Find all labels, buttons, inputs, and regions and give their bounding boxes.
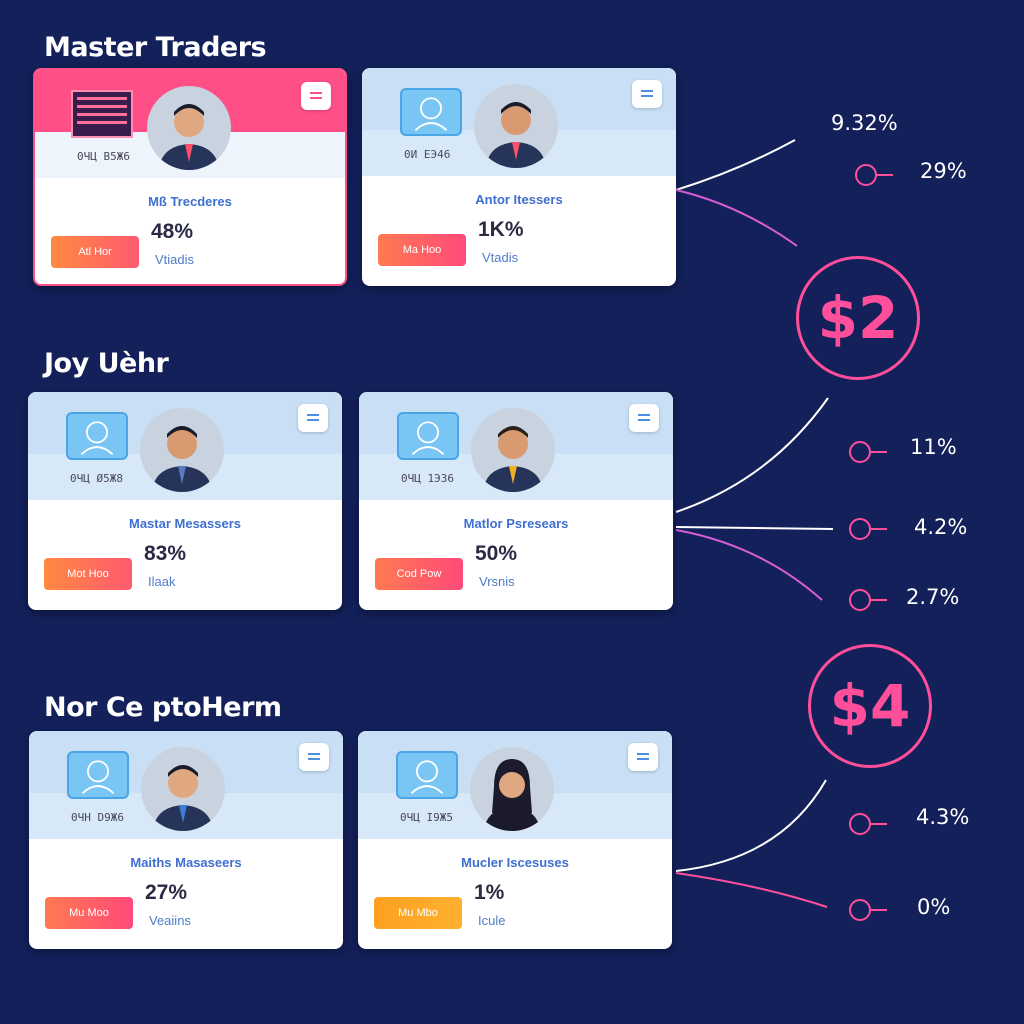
section-title-master-traders: Master Traders xyxy=(44,32,267,63)
profile-icon xyxy=(396,751,458,799)
follow-button[interactable]: Atl Hor xyxy=(51,236,139,268)
node-icon xyxy=(849,813,887,835)
card-code: 0ЧЦ B5Ж6 xyxy=(77,150,130,163)
card-code: 0ЧH D9Ж6 xyxy=(71,811,124,824)
card-subtitle: Veaiins xyxy=(149,913,191,928)
section-title-2: Joy Uèhr xyxy=(44,348,169,379)
node-icon xyxy=(849,589,887,611)
profile-icon xyxy=(67,751,129,799)
menu-icon[interactable] xyxy=(299,743,329,771)
menu-icon[interactable] xyxy=(301,82,331,110)
trader-card[interactable]: 0И ЕЭ46 Antor Itessers Ma Hoo 1K% Vtadis xyxy=(362,68,676,286)
menu-icon[interactable] xyxy=(298,404,328,432)
trader-name[interactable]: Maiths Masaseers xyxy=(130,855,242,870)
trader-card[interactable]: 0ЧH D9Ж6 Maiths Masaseers Mu Moo 27% Vea… xyxy=(29,731,343,949)
money-badge: $4 xyxy=(808,644,932,768)
node-icon xyxy=(849,518,887,540)
trader-card[interactable]: 0ЧЦ 1ЭЗ6 Matlor Psresears Cod Pow 50% Vr… xyxy=(359,392,673,610)
card-subtitle: Ilaak xyxy=(148,574,176,589)
avatar xyxy=(474,84,558,168)
follow-button[interactable]: Mu Mbo xyxy=(374,897,462,929)
follow-button[interactable]: Ma Hoo xyxy=(378,234,466,266)
stat-value: 29% xyxy=(920,159,967,183)
trader-name[interactable]: Matlor Psresears xyxy=(463,516,569,531)
card-code: 0ЧЦ Ø5Ж8 xyxy=(70,472,123,485)
card-code: 0И ЕЭ46 xyxy=(404,148,451,161)
profile-icon xyxy=(397,412,459,460)
stat-value: 9.32% xyxy=(831,111,898,135)
card-subtitle: Vtadis xyxy=(482,250,519,265)
trader-name[interactable]: Antor Itessers xyxy=(475,192,563,207)
avatar xyxy=(147,86,231,170)
card-subtitle: Vrsnis xyxy=(479,574,515,589)
menu-icon[interactable] xyxy=(629,404,659,432)
trader-name[interactable]: Mß Trecderes xyxy=(148,194,232,209)
return-percent: 48% xyxy=(151,220,194,243)
trader-card[interactable]: 0ЧЦ B5Ж6 Mß Trecderes Atl Hor 48% Vtiadi… xyxy=(33,68,347,286)
trader-card[interactable]: 0ЧЦ Ø5Ж8 Mastar Mesassers Mot Hoo 83% Il… xyxy=(28,392,342,610)
stat-value: 2.7% xyxy=(906,585,960,609)
section-title-3: Nor Ce ptoHerm xyxy=(44,692,282,723)
stat-value: 0% xyxy=(917,895,951,919)
follow-button[interactable]: Cod Pow xyxy=(375,558,463,590)
avatar xyxy=(141,747,225,831)
follow-button[interactable]: Mot Hoo xyxy=(44,558,132,590)
menu-icon[interactable] xyxy=(632,80,662,108)
return-percent: 1% xyxy=(474,881,505,904)
profile-icon xyxy=(400,88,462,136)
trader-card[interactable]: 0ЧЦ I9Ж5 Mucler Iscesuses Mu Mbo 1% Icul… xyxy=(358,731,672,949)
card-subtitle: Icule xyxy=(478,913,506,928)
avatar xyxy=(140,408,224,492)
return-percent: 1K% xyxy=(478,218,524,241)
node-icon xyxy=(849,441,887,463)
card-code: 0ЧЦ 1ЭЗ6 xyxy=(401,472,454,485)
stat-value: 11% xyxy=(910,435,957,459)
return-percent: 83% xyxy=(144,542,187,565)
return-percent: 50% xyxy=(475,542,518,565)
follow-button[interactable]: Mu Moo xyxy=(45,897,133,929)
trader-name[interactable]: Mastar Mesassers xyxy=(128,516,242,531)
profile-icon xyxy=(66,412,128,460)
node-icon xyxy=(849,899,887,921)
trader-name[interactable]: Mucler Iscesuses xyxy=(461,855,569,870)
flag-icon xyxy=(71,90,133,138)
return-percent: 27% xyxy=(145,881,188,904)
card-subtitle: Vtiadis xyxy=(155,252,195,267)
menu-icon[interactable] xyxy=(628,743,658,771)
stat-value: 4.3% xyxy=(916,805,970,829)
avatar xyxy=(470,747,554,831)
avatar xyxy=(471,408,555,492)
node-icon xyxy=(855,164,893,186)
stat-value: 4.2% xyxy=(914,515,968,539)
money-badge: $2 xyxy=(796,256,920,380)
card-code: 0ЧЦ I9Ж5 xyxy=(400,811,453,824)
